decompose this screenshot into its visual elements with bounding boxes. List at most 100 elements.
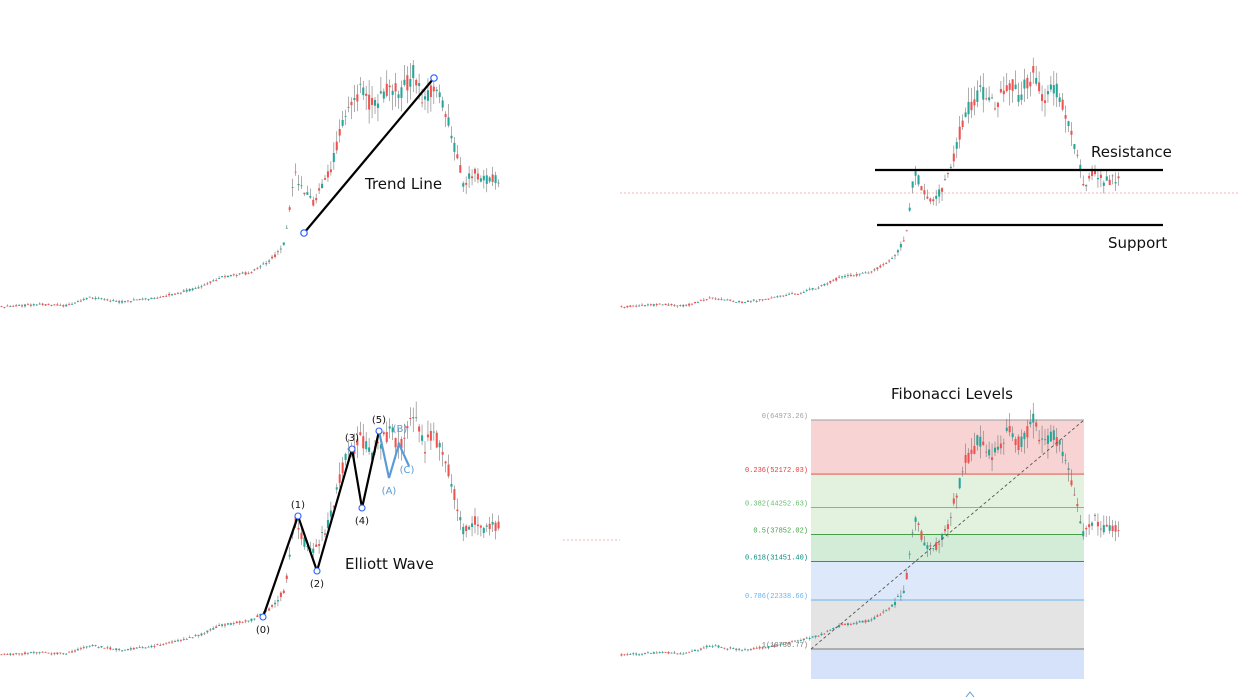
candle [218,276,221,279]
candle [1088,172,1091,182]
candle [743,301,747,304]
candle [746,649,749,652]
fibonacci-band [811,507,1084,535]
candle [946,172,949,178]
candle [85,645,88,649]
candle [476,168,479,184]
candle [26,302,29,306]
candle [412,60,415,93]
candle [123,649,127,651]
candle [288,546,291,560]
candle [462,523,465,542]
trend-line-start-handle[interactable] [300,229,308,237]
candle [147,298,150,301]
candle [368,80,371,124]
candle [785,293,788,297]
candle [1073,487,1076,497]
candle [905,568,908,580]
candle [418,423,421,443]
candle [323,529,327,538]
candle [926,189,929,200]
candle [306,185,309,195]
candle [168,291,171,298]
candle [365,432,368,453]
candle [1076,498,1079,513]
candle [244,619,247,624]
wave-label-0: (0) [256,625,270,636]
candle [359,421,362,436]
candle [153,297,156,300]
candle [241,621,244,624]
wave-point-handle[interactable] [358,504,366,512]
candle [135,646,138,649]
candle [991,443,994,472]
candle [491,513,494,533]
candle [796,639,799,643]
candle [635,304,638,308]
candle [961,114,964,130]
candle [0,654,3,656]
candle [335,131,338,154]
candle [32,650,35,655]
candle [899,241,902,251]
wave-point-handle[interactable] [313,567,321,575]
candle [409,63,412,100]
correction-wave[interactable] [377,430,411,479]
candle [843,622,847,626]
support-label: Support [1108,234,1167,252]
candle [385,70,388,98]
candle [421,424,424,446]
candle [326,164,329,182]
trend-line-end-handle[interactable] [430,74,438,82]
candle [223,623,227,628]
candle [1108,516,1111,534]
candle [902,585,905,594]
candle [714,297,717,301]
candle [59,652,62,655]
candle [423,441,427,464]
candle [1061,438,1064,464]
trend-line[interactable] [303,77,435,234]
candle [626,652,629,656]
candle [321,525,324,542]
candle [391,84,394,111]
candle [646,651,649,654]
candle [823,283,826,287]
candle [761,647,764,650]
candle [318,183,321,195]
candle [447,454,450,479]
candle [279,591,282,602]
candle [1102,180,1105,194]
candle [76,647,79,651]
candle [1011,78,1014,103]
candle [200,284,203,289]
impulse-wave[interactable] [261,430,381,618]
fibonacci-labels: 0(64973.26) 0.236(52172.03) 0.382(44252.63… [745,413,808,650]
candle [661,304,664,306]
wave-point-handle[interactable] [294,512,302,520]
candle [814,635,817,639]
candle [144,647,147,649]
candle [1055,427,1058,454]
candle [144,297,147,301]
candle [643,652,647,655]
candle [688,651,691,653]
candle [664,651,667,654]
candle [1117,172,1120,186]
candle [268,607,271,612]
candle [62,304,65,308]
candle [241,271,244,275]
candle [838,275,841,279]
candle [685,303,688,307]
candle [708,644,711,647]
candle [279,245,282,254]
fibonacci-trend-line[interactable] [810,419,1085,650]
candle [858,620,861,623]
wave-point-handle[interactable] [348,445,356,453]
candle [1085,525,1088,537]
wave-point-handle[interactable] [259,613,267,621]
candle [776,644,779,646]
candle [1017,434,1020,455]
wave-point-handle[interactable] [375,427,383,435]
candle [1043,88,1047,117]
